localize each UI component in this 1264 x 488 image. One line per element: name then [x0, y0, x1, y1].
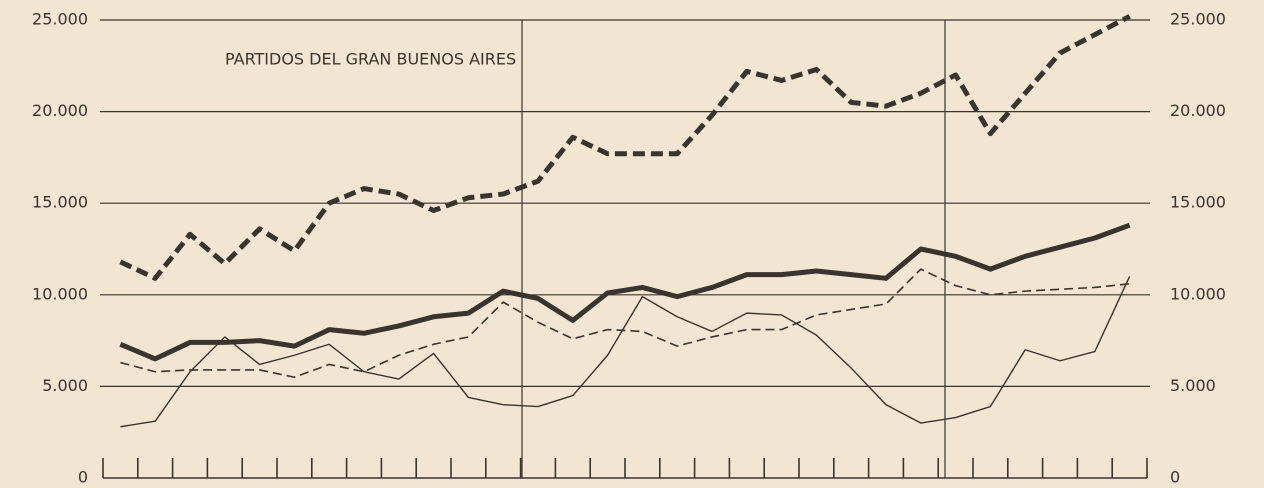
y-tick-label: 10.000 [32, 284, 88, 303]
y-tick-label: 0 [78, 468, 88, 487]
y2-tick-label: 20.000 [1170, 101, 1226, 120]
y2-tick-label: 25.000 [1170, 10, 1226, 29]
series-line [120, 268, 1130, 379]
y2-tick-label: 5.000 [1170, 376, 1216, 395]
series-line [119, 14, 1131, 281]
y-tick-label: 25.000 [32, 10, 88, 29]
y-tick-label: 5.000 [42, 376, 88, 395]
y-tick-label: 20.000 [32, 101, 88, 120]
y-tick-label: 15.000 [32, 193, 88, 212]
y2-tick-label: 0 [1170, 468, 1180, 487]
series-line [119, 222, 1131, 362]
series-line [120, 276, 1131, 428]
chart-title: PARTIDOS DEL GRAN BUENOS AIRES [225, 50, 516, 69]
y2-tick-label: 10.000 [1170, 284, 1226, 303]
y2-tick-label: 15.000 [1170, 193, 1226, 212]
